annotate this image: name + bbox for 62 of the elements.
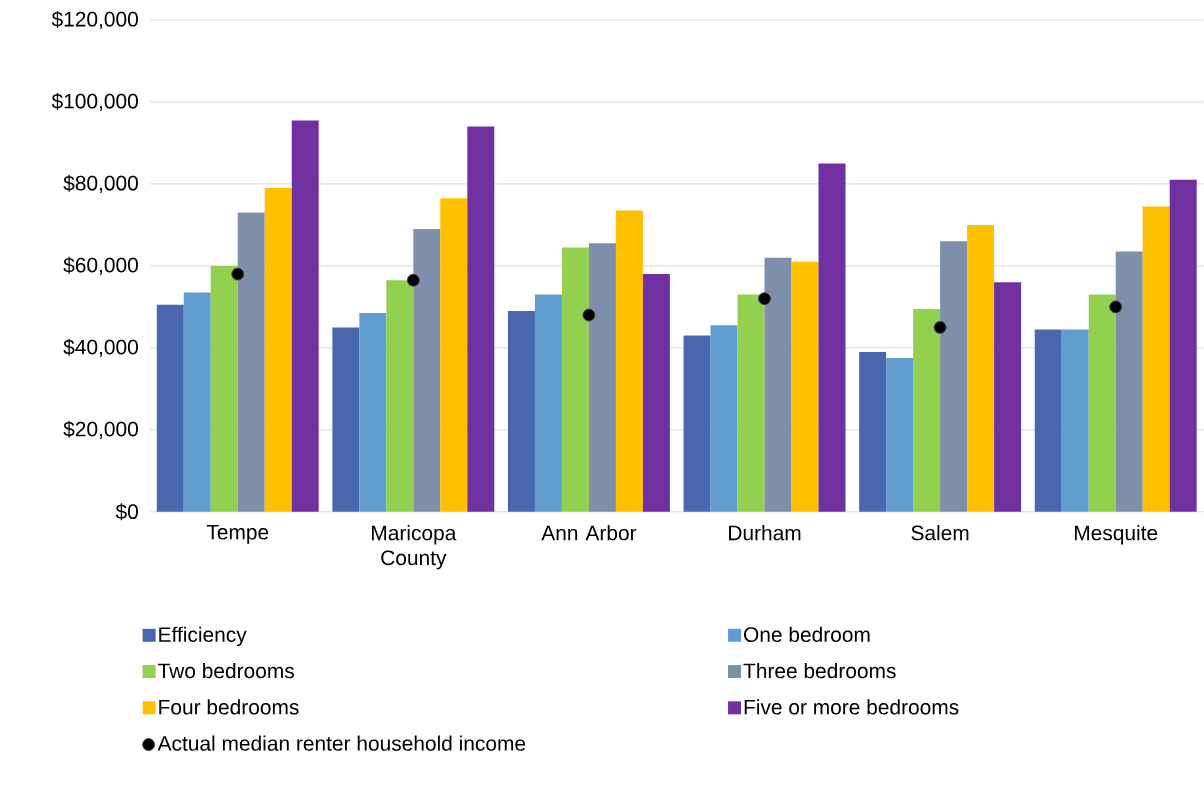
legend-label: Two bedrooms [158,663,294,679]
x-tick-label: Durham [729,525,801,541]
y-tick-label: $80,000 [63,174,138,194]
legend-label: One bedroom [744,626,870,643]
point [933,321,947,335]
point [231,267,245,281]
bar [291,120,319,512]
bar [183,292,211,512]
bar [615,210,643,512]
x-tick-label: Tempe [206,525,269,544]
legend-label: Four bedrooms [159,699,299,715]
point [406,273,420,287]
bar [534,294,562,512]
bar [1115,251,1143,512]
bar [818,163,846,512]
bar [237,212,265,512]
bar [588,243,616,512]
bar [642,274,670,512]
legend-label: Five or more bedrooms [744,699,959,715]
bar [1034,329,1062,512]
y-tick-label: $0 [115,503,138,521]
x-tick-label: Salem [911,525,969,541]
bar [859,352,887,512]
bar [886,358,914,512]
bar [386,280,414,512]
bar [1169,179,1197,512]
bar [561,247,589,512]
legend-label: Efficiency [159,626,247,647]
y-tick-label: $40,000 [63,338,138,358]
bar [359,313,387,512]
y-tick-label: $100,000 [51,93,138,112]
bar [413,229,441,512]
bar [1088,294,1116,512]
point [758,292,772,306]
bar [791,261,819,512]
bar [264,188,292,512]
bar [994,282,1022,512]
bar [156,304,184,512]
bar [940,241,968,512]
legend-label: Three bedrooms [743,663,896,679]
y-tick-label: $20,000 [63,420,138,440]
x-tick-label: Maricopa County [372,525,457,570]
y-tick-label: $60,000 [63,256,138,276]
bar [467,126,495,512]
bar [332,327,360,512]
bar [440,198,468,512]
y-tick-label: $120,000 [51,11,138,30]
bar [710,325,738,512]
point [582,308,596,322]
bar [737,294,765,512]
bar [967,225,995,512]
bar [913,309,941,512]
bar [1061,329,1089,512]
bar [1142,206,1170,512]
bar [683,335,711,512]
point [1109,300,1123,314]
bar [764,257,792,512]
bar [210,266,238,512]
bar [507,311,535,512]
x-tick-label: Mesquite [1075,525,1158,545]
x-tick-label: Ann Arbor [541,525,637,541]
legend-label: Actual median renter household income [157,735,526,751]
